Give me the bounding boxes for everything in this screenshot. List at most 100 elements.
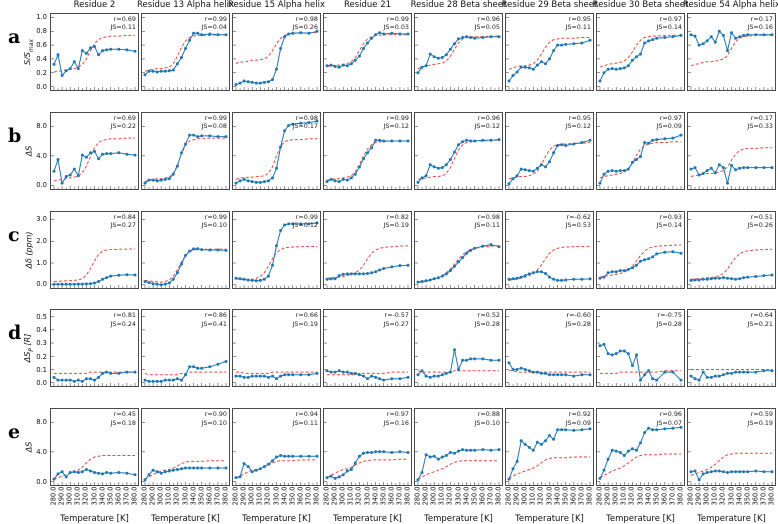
data-point-marker [325,277,329,281]
data-point-marker [588,276,592,280]
data-point-marker [428,162,432,166]
data-point-marker [208,32,212,36]
data-point-marker [717,29,721,33]
annotation-line: r=0.96 [477,113,500,122]
annotation-line: JS=0.07 [656,418,682,427]
y-tick-label: 1.0 [36,258,47,267]
data-point-marker [709,470,713,474]
data-point-marker [689,278,693,282]
annotation-line: r=0.99 [204,212,227,221]
data-point-marker [109,274,113,278]
data-point-marker [618,268,622,272]
correlation-annotation: r=0.64 JS=0.21 [747,311,773,328]
annotation-line: JS=0.26 [747,220,773,229]
data-point-marker [72,470,76,474]
data-point-marker [279,228,283,232]
data-point-marker [572,277,576,281]
blue-data-series [599,34,682,82]
data-point-marker [730,470,733,474]
data-point-marker [234,374,238,378]
data-point-marker [515,276,519,280]
data-point-marker [188,365,192,369]
data-point-marker [606,169,610,173]
data-point-marker [216,248,220,252]
data-point-marker [693,34,697,38]
row-label-d: d [8,322,22,345]
data-point-marker [416,373,420,377]
data-point-marker [216,363,220,367]
data-point-marker [163,378,167,382]
data-point-marker [101,277,105,281]
data-point-marker [224,360,228,364]
annotation-line: JS=0.04 [201,23,227,32]
data-point-marker [635,157,638,161]
data-point-marker [519,439,523,443]
data-point-marker [515,70,519,74]
data-point-marker [626,352,630,356]
data-point-marker [610,269,614,273]
y-tick-label: 0.1 [36,365,47,374]
data-point-marker [511,368,515,372]
data-point-marker [151,178,155,182]
data-point-marker [572,429,576,433]
data-point-marker [552,49,556,53]
data-point-marker [291,454,295,458]
correlation-annotation: r=0.59 JS=0.19 [747,410,773,427]
data-point-marker [192,246,196,250]
data-point-marker [192,365,196,369]
data-point-marker [614,269,618,273]
data-point-marker [606,270,610,274]
data-point-marker [143,279,147,283]
data-point-marker [307,454,311,458]
data-point-marker [105,48,109,52]
data-point-marker [125,272,129,276]
data-point-marker [200,247,204,251]
data-point-marker [770,165,774,169]
data-point-marker [325,476,329,480]
data-point-marker [457,259,460,263]
data-point-marker [770,273,774,277]
data-point-marker [68,471,72,475]
data-point-marker [444,271,448,275]
data-point-marker [275,67,278,71]
data-point-marker [68,378,72,382]
data-point-marker [89,377,92,381]
data-point-marker [424,453,428,457]
data-point-marker [705,277,709,281]
plot-area [506,125,592,189]
data-point-marker [357,271,361,275]
data-point-marker [200,367,204,371]
data-point-marker [626,64,630,68]
blue-data-series [326,451,409,480]
subplot-c-col4: r=0.82 JS=0.19 [323,210,412,289]
data-point-marker [224,33,228,37]
data-point-marker [357,454,361,458]
x-tick-label: 380.0 [221,486,230,506]
red-dashed-series [53,455,135,480]
data-point-marker [56,53,60,57]
data-point-marker [242,177,246,181]
data-point-marker [258,81,262,85]
data-point-marker [147,280,151,284]
data-point-marker [208,134,212,138]
x-axis-label: Temperature [K] [515,514,584,524]
data-point-marker [693,278,697,282]
data-point-marker [630,160,634,164]
data-point-marker [398,450,402,454]
data-point-marker [630,447,634,451]
data-point-marker [697,278,701,282]
data-point-marker [671,249,675,253]
data-point-marker [167,176,171,180]
data-point-marker [175,468,179,472]
y-tick-label: 8.0 [36,122,47,131]
plot-area [506,17,592,90]
data-point-marker [163,177,167,181]
data-point-marker [333,477,337,481]
data-point-marker [366,451,369,455]
subplot-c-col8: r=0.51 JS=0.26 [687,210,776,289]
red-dashed-series [236,371,317,375]
data-point-marker [701,171,705,175]
data-point-marker [374,33,378,37]
data-point-marker [630,265,634,269]
data-point-marker [539,372,543,376]
